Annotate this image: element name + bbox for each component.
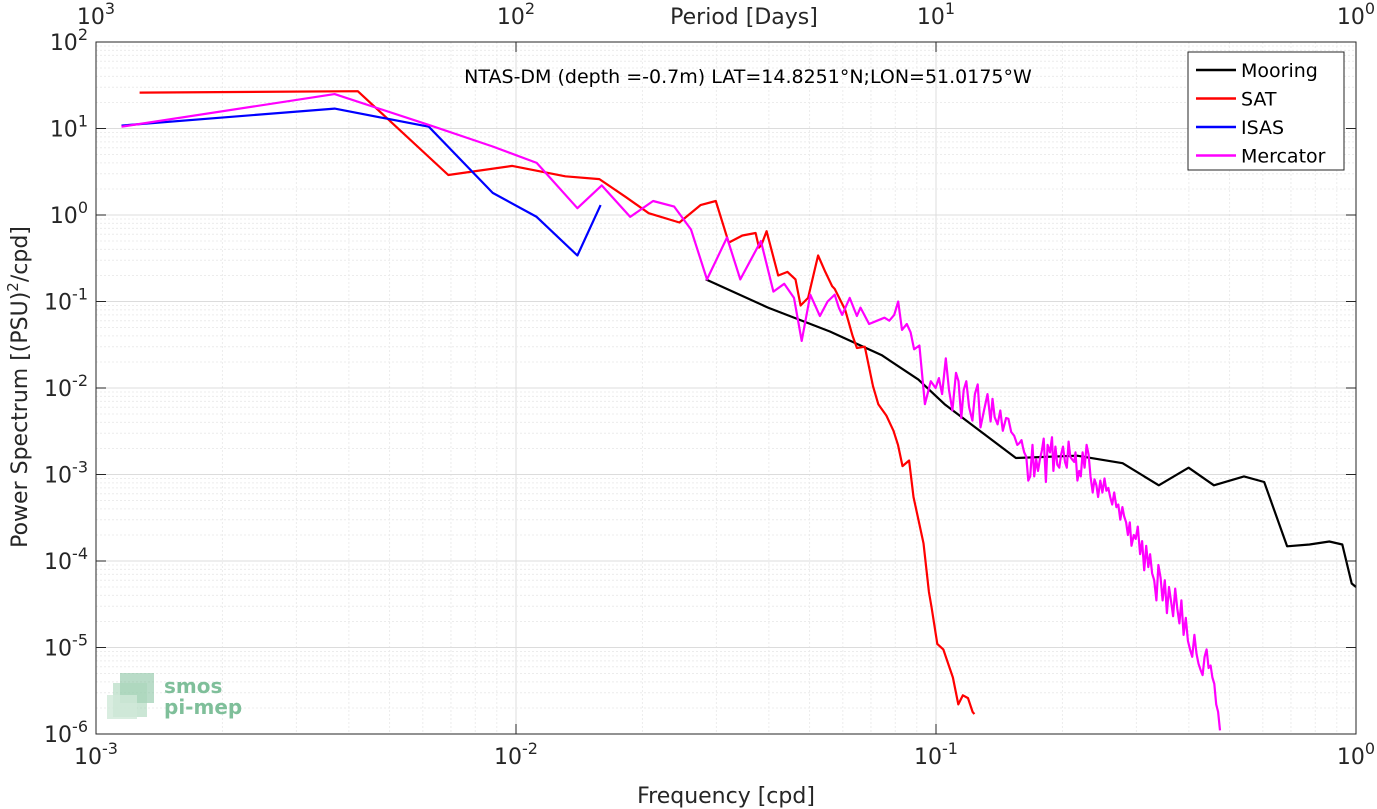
series-line-mercator [121, 93, 1222, 731]
series-line-mooring [705, 278, 1357, 588]
series-line-isas [121, 107, 602, 257]
series-line-sat [139, 90, 976, 715]
y-axis-label-main: Power Spectrum [(PSU) [8, 292, 33, 548]
tick-marks [95, 41, 1357, 735]
x-tick-label: 10-1 [914, 739, 958, 770]
logo-mark-front [107, 695, 137, 719]
top-tick-label: 100 [1337, 0, 1375, 30]
y-tick-label: 10-3 [44, 458, 88, 489]
y-axis-label: Power Spectrum [(PSU)2/cpd] [4, 226, 33, 548]
chart-title: NTAS-DM (depth =-0.7m) LAT=14.8251°N;LON… [464, 66, 1032, 88]
x-tick-label: 100 [1337, 739, 1375, 770]
x-tick-label: 10-2 [494, 739, 538, 770]
smos-pi-mep-logo: smos pi-mep [107, 673, 242, 719]
y-tick-label: 10-6 [44, 717, 88, 748]
top-axis-label: Period [Days] [670, 5, 818, 30]
legend-label-isas: ISAS [1241, 117, 1284, 139]
y-tick-label: 101 [50, 112, 88, 143]
series-group [121, 90, 1357, 731]
legend-label-mercator: Mercator [1241, 146, 1326, 168]
tick-labels: 10-3 10-2 10-1 100 102 101 100 10-1 10-2 10-3 10-4… [44, 0, 1375, 770]
y-tick-label: 10-4 [44, 544, 88, 575]
y-axis-label-end: /cpd] [8, 226, 33, 282]
x-tick-label: 10-3 [74, 739, 118, 770]
legend-box [1187, 51, 1345, 171]
y-tick-label: 10-5 [44, 631, 88, 662]
top-tick-label: 101 [917, 0, 955, 30]
legend-label-sat: SAT [1241, 89, 1277, 111]
y-axis-label-sup: 2 [4, 282, 22, 292]
top-tick-label: 102 [497, 0, 535, 30]
legend-label-mooring: Mooring [1241, 60, 1318, 82]
legend: Mooring SAT ISAS Mercator [1187, 51, 1345, 171]
y-tick-label: 102 [50, 25, 88, 56]
grid-lines [95, 42, 1356, 735]
top-tick-label: 103 [77, 0, 115, 30]
logo-text-pi-mep: pi-mep [164, 695, 242, 719]
y-tick-label: 100 [50, 198, 88, 229]
x-axis-label: Frequency [cpd] [637, 784, 815, 809]
logo-text-smos: smos [164, 674, 222, 698]
y-tick-label: 10-1 [44, 285, 88, 316]
y-tick-label: 10-2 [44, 371, 88, 402]
